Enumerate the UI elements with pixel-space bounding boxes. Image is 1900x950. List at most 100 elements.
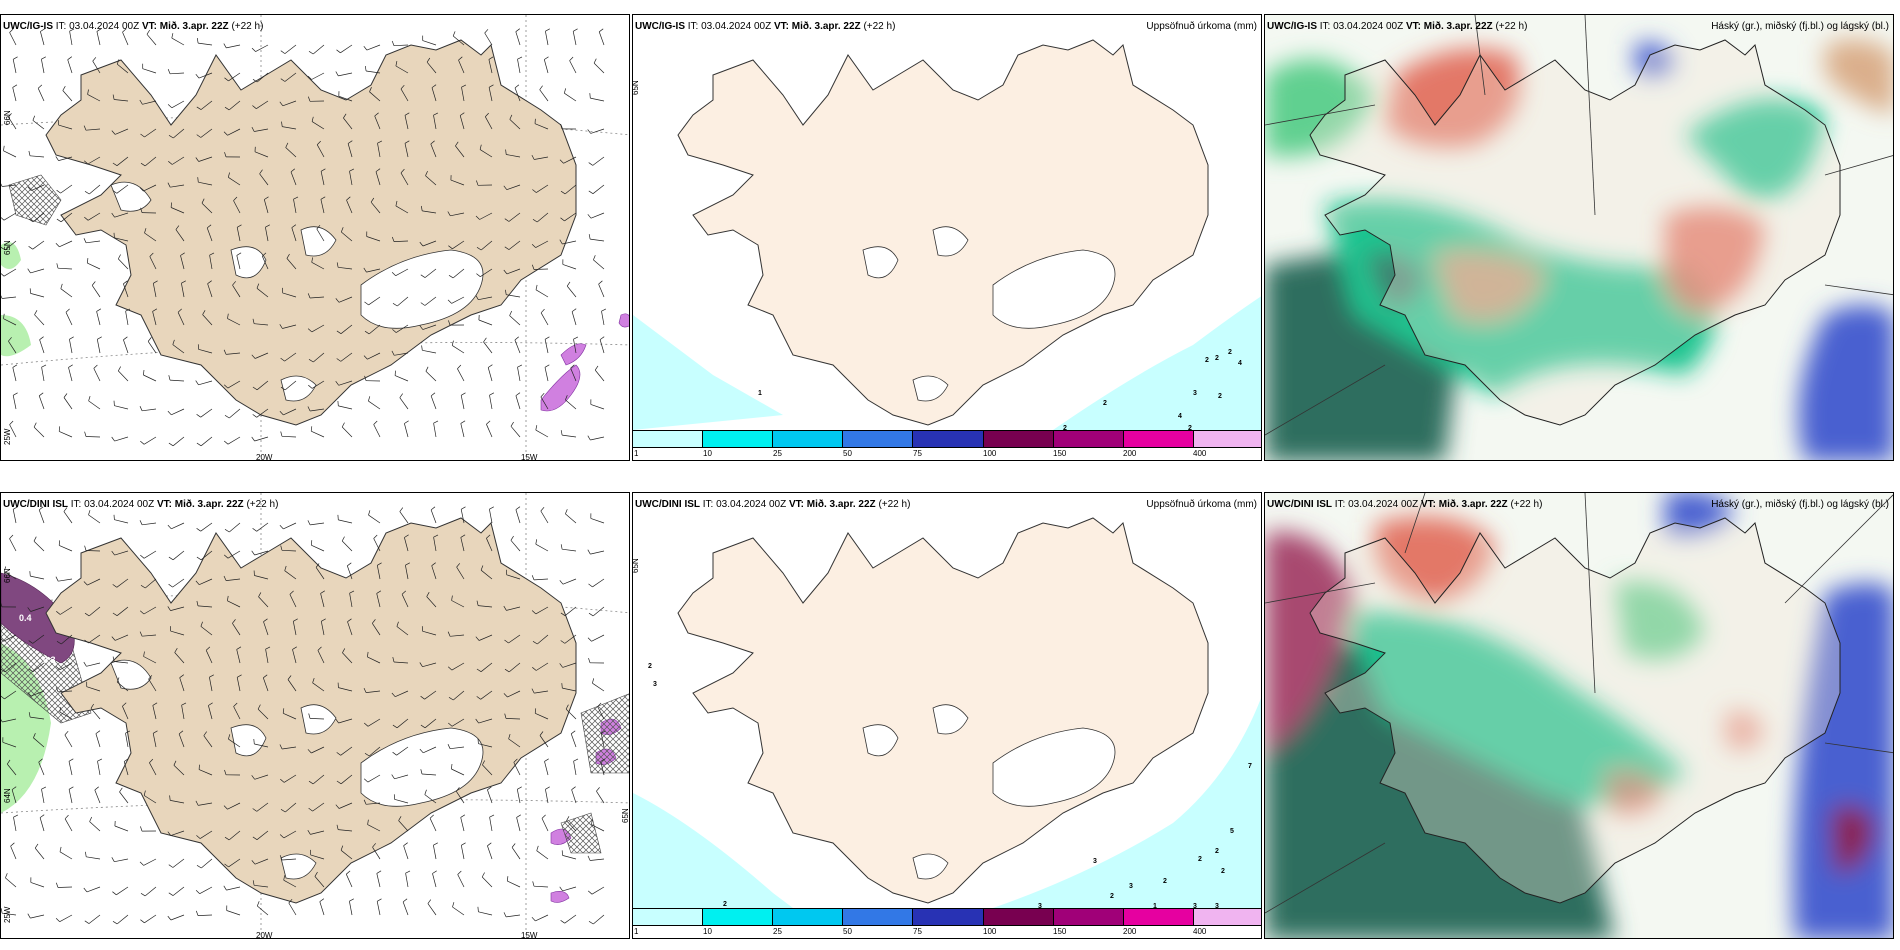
wind-barb-flag [559,663,563,668]
glacier [300,704,337,735]
wind-barb [509,119,521,130]
wind-barb [544,339,549,354]
wind-barb-flag [566,281,571,287]
wind-barb-flag [517,364,523,368]
panel-subtitle: Háský (gr.), miðský (fj.bl.) og lágský (… [1711,499,1889,510]
wind-barb [200,436,213,447]
wind-barb-flag [504,713,507,719]
wind-barb [13,817,17,832]
wind-barb [544,761,549,776]
wind-barb [283,522,297,530]
wind-barb [393,44,409,47]
wind-barb-flag [307,406,311,412]
wind-barb-flag [168,442,174,447]
wind-barb [87,578,101,586]
precip-colorbar [633,908,1261,926]
wind-barb [116,886,129,896]
wind-barb [399,397,409,410]
wind-barb-flag [310,426,313,432]
precip-number: 7 [1248,763,1252,770]
lat-label: 64N [3,788,12,803]
wind-barb [451,600,465,608]
wind-barb-flag [167,606,171,611]
wind-barb [451,296,465,304]
glacier [360,249,484,329]
wind-barb [460,817,465,832]
wind-barb-flag [252,318,255,324]
wind-barb-flag [559,580,564,585]
wind-barb [478,319,493,326]
wind-barb [395,205,409,214]
wind-barb [458,59,465,74]
wind-barb-flag [535,539,538,545]
wind-barb-flag [307,749,312,754]
wind-barb-flag [308,359,314,363]
wind-barb-flag [124,758,129,762]
wind-barb-flag [125,730,131,734]
lat-label: 66N [3,568,12,583]
wind-barb-flag [289,590,294,595]
wind-barb-flag [480,565,484,571]
wind-barb [94,789,101,804]
wind-barb [515,31,521,46]
wind-barb [68,789,73,804]
wind-barb [170,606,185,611]
wind-barb-flag [506,876,509,882]
wind-barb-flag [177,308,182,313]
wind-barb-flag [168,583,173,588]
wind-barb-flag [539,731,544,736]
wind-barb [535,429,549,438]
wind-barb [422,349,437,354]
wind-barb [450,179,465,186]
wind-barb [562,662,577,668]
wind-barb [285,147,297,158]
wind-barb-flag [55,882,59,888]
wind-barb-flag [310,540,313,546]
glacier [280,853,317,880]
wind-barb [600,761,605,776]
wind-barb-flag [279,324,283,329]
wind-barb-flag [28,150,31,156]
wind-barb [489,509,493,524]
wind-barb-flag [404,112,410,116]
wind-barb [96,339,101,354]
panel-title: UWC/IG-IS IT: 03.04.2024 00Z VT: Mið. 3.… [1267,21,1528,32]
wind-barb-flag [1,602,3,608]
wind-barb-flag [458,56,463,61]
wind-barb [535,712,549,720]
wind-barb [480,240,493,251]
wind-barb [571,789,577,804]
wind-barb-flag [540,392,545,398]
wind-barb-flag [487,842,492,847]
wind-barb-flag [320,168,326,172]
wind-barb-flag [372,619,376,624]
wind-barb [422,630,437,636]
precip-number: 2 [648,663,652,670]
wind-barb-flag [369,87,372,92]
wind-barb-flag [560,190,566,195]
wind-barb [9,538,17,552]
wind-barb-flag [8,337,12,342]
wind-barb [340,850,353,860]
wind-barb [590,436,605,441]
colorbar-swatch [1123,431,1194,447]
wind-barb-flag [195,910,199,916]
wind-barb [3,268,17,277]
wind-barb [508,662,521,673]
wind-barb [172,886,185,896]
wind-barb-flag [460,534,466,538]
wind-barb [562,264,577,270]
wind-barb [201,858,213,869]
wind-barb-flag [144,228,147,234]
wind-barb-flag [486,420,491,425]
wind-barb-flag [96,28,102,32]
wind-barb-flag [569,56,574,61]
wind-barb [116,63,129,74]
colorbar-tick: 200 [1123,927,1137,936]
colorbar-swatch [633,909,704,925]
panel-precip-dini: UWC/DINI ISL IT: 03.04.2024 00Z VT: Mið.… [632,492,1262,939]
wind-barb [598,31,605,46]
wind-barb [311,261,325,270]
wind-barb-flag [83,125,87,131]
wind-barb-flag [308,713,311,719]
